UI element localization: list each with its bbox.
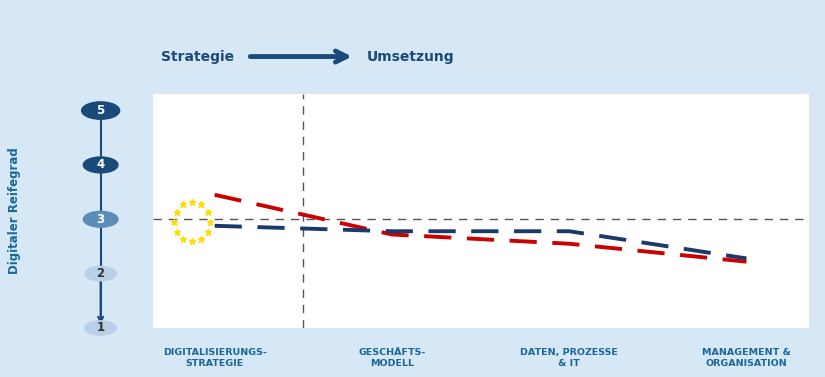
Text: Umsetzung: Umsetzung [367, 49, 455, 64]
Text: DIGITALISIERUNGS-
STRATEGIE: DIGITALISIERUNGS- STRATEGIE [163, 348, 266, 368]
Text: Digitaler Reifegrad: Digitaler Reifegrad [8, 148, 21, 274]
Text: DATEN, PROZESSE
& IT: DATEN, PROZESSE & IT [521, 348, 618, 368]
Text: 3: 3 [97, 213, 105, 226]
Bar [185, 132, 200, 181]
Text: MANAGEMENT &
ORGANISATION: MANAGEMENT & ORGANISATION [702, 348, 791, 368]
Bar [170, 148, 214, 165]
Text: 5: 5 [97, 104, 105, 117]
Text: 4: 4 [97, 158, 105, 172]
Text: 1: 1 [97, 322, 105, 334]
Text: Strategie: Strategie [161, 49, 234, 64]
Text: 2: 2 [97, 267, 105, 280]
Text: GESCHÄFTS-
MODELL: GESCHÄFTS- MODELL [358, 348, 426, 368]
